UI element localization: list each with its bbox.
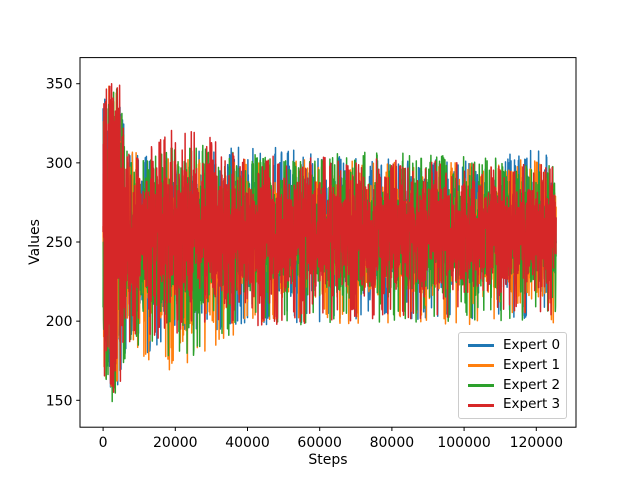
legend-line-expert-0 <box>468 344 494 348</box>
legend-label: Expert 2 <box>503 376 561 393</box>
legend-label: Expert 0 <box>503 337 561 354</box>
legend-item-expert-2: Expert 2 <box>468 376 561 393</box>
legend: Expert 0 Expert 1 Expert 2 Expert 3 <box>458 332 567 419</box>
legend-line-expert-3 <box>468 403 494 407</box>
x-axis-label: Steps <box>308 452 347 468</box>
x-tick-label: 0 <box>99 435 108 451</box>
legend-label: Expert 1 <box>503 356 561 373</box>
x-tick-label: 80000 <box>370 435 415 451</box>
x-tick-label: 60000 <box>297 435 342 451</box>
y-tick-label: 250 <box>46 235 73 251</box>
legend-line-expert-1 <box>468 364 494 368</box>
x-tick-label: 120000 <box>510 435 563 451</box>
y-tick-label: 300 <box>46 156 73 172</box>
series-lines <box>102 82 557 403</box>
axes-spines <box>79 57 577 428</box>
legend-item-expert-0: Expert 0 <box>468 337 561 354</box>
y-tick-label: 350 <box>46 77 73 93</box>
x-tick-label: 20000 <box>153 435 198 451</box>
axis-ticks: 0 20000 40000 60000 80000 100000 120000 150 200 2… <box>46 77 563 451</box>
y-tick-label: 150 <box>46 393 73 409</box>
legend-item-expert-1: Expert 1 <box>468 356 561 373</box>
y-tick-label: 200 <box>46 314 73 330</box>
series-line-expert-3 <box>102 82 557 393</box>
legend-label: Expert 3 <box>503 396 561 413</box>
legend-item-expert-3: Expert 3 <box>468 396 561 413</box>
legend-line-expert-2 <box>468 383 494 387</box>
x-tick-label: 100000 <box>437 435 490 451</box>
y-axis-label: Values <box>27 219 43 265</box>
x-tick-label: 40000 <box>225 435 270 451</box>
